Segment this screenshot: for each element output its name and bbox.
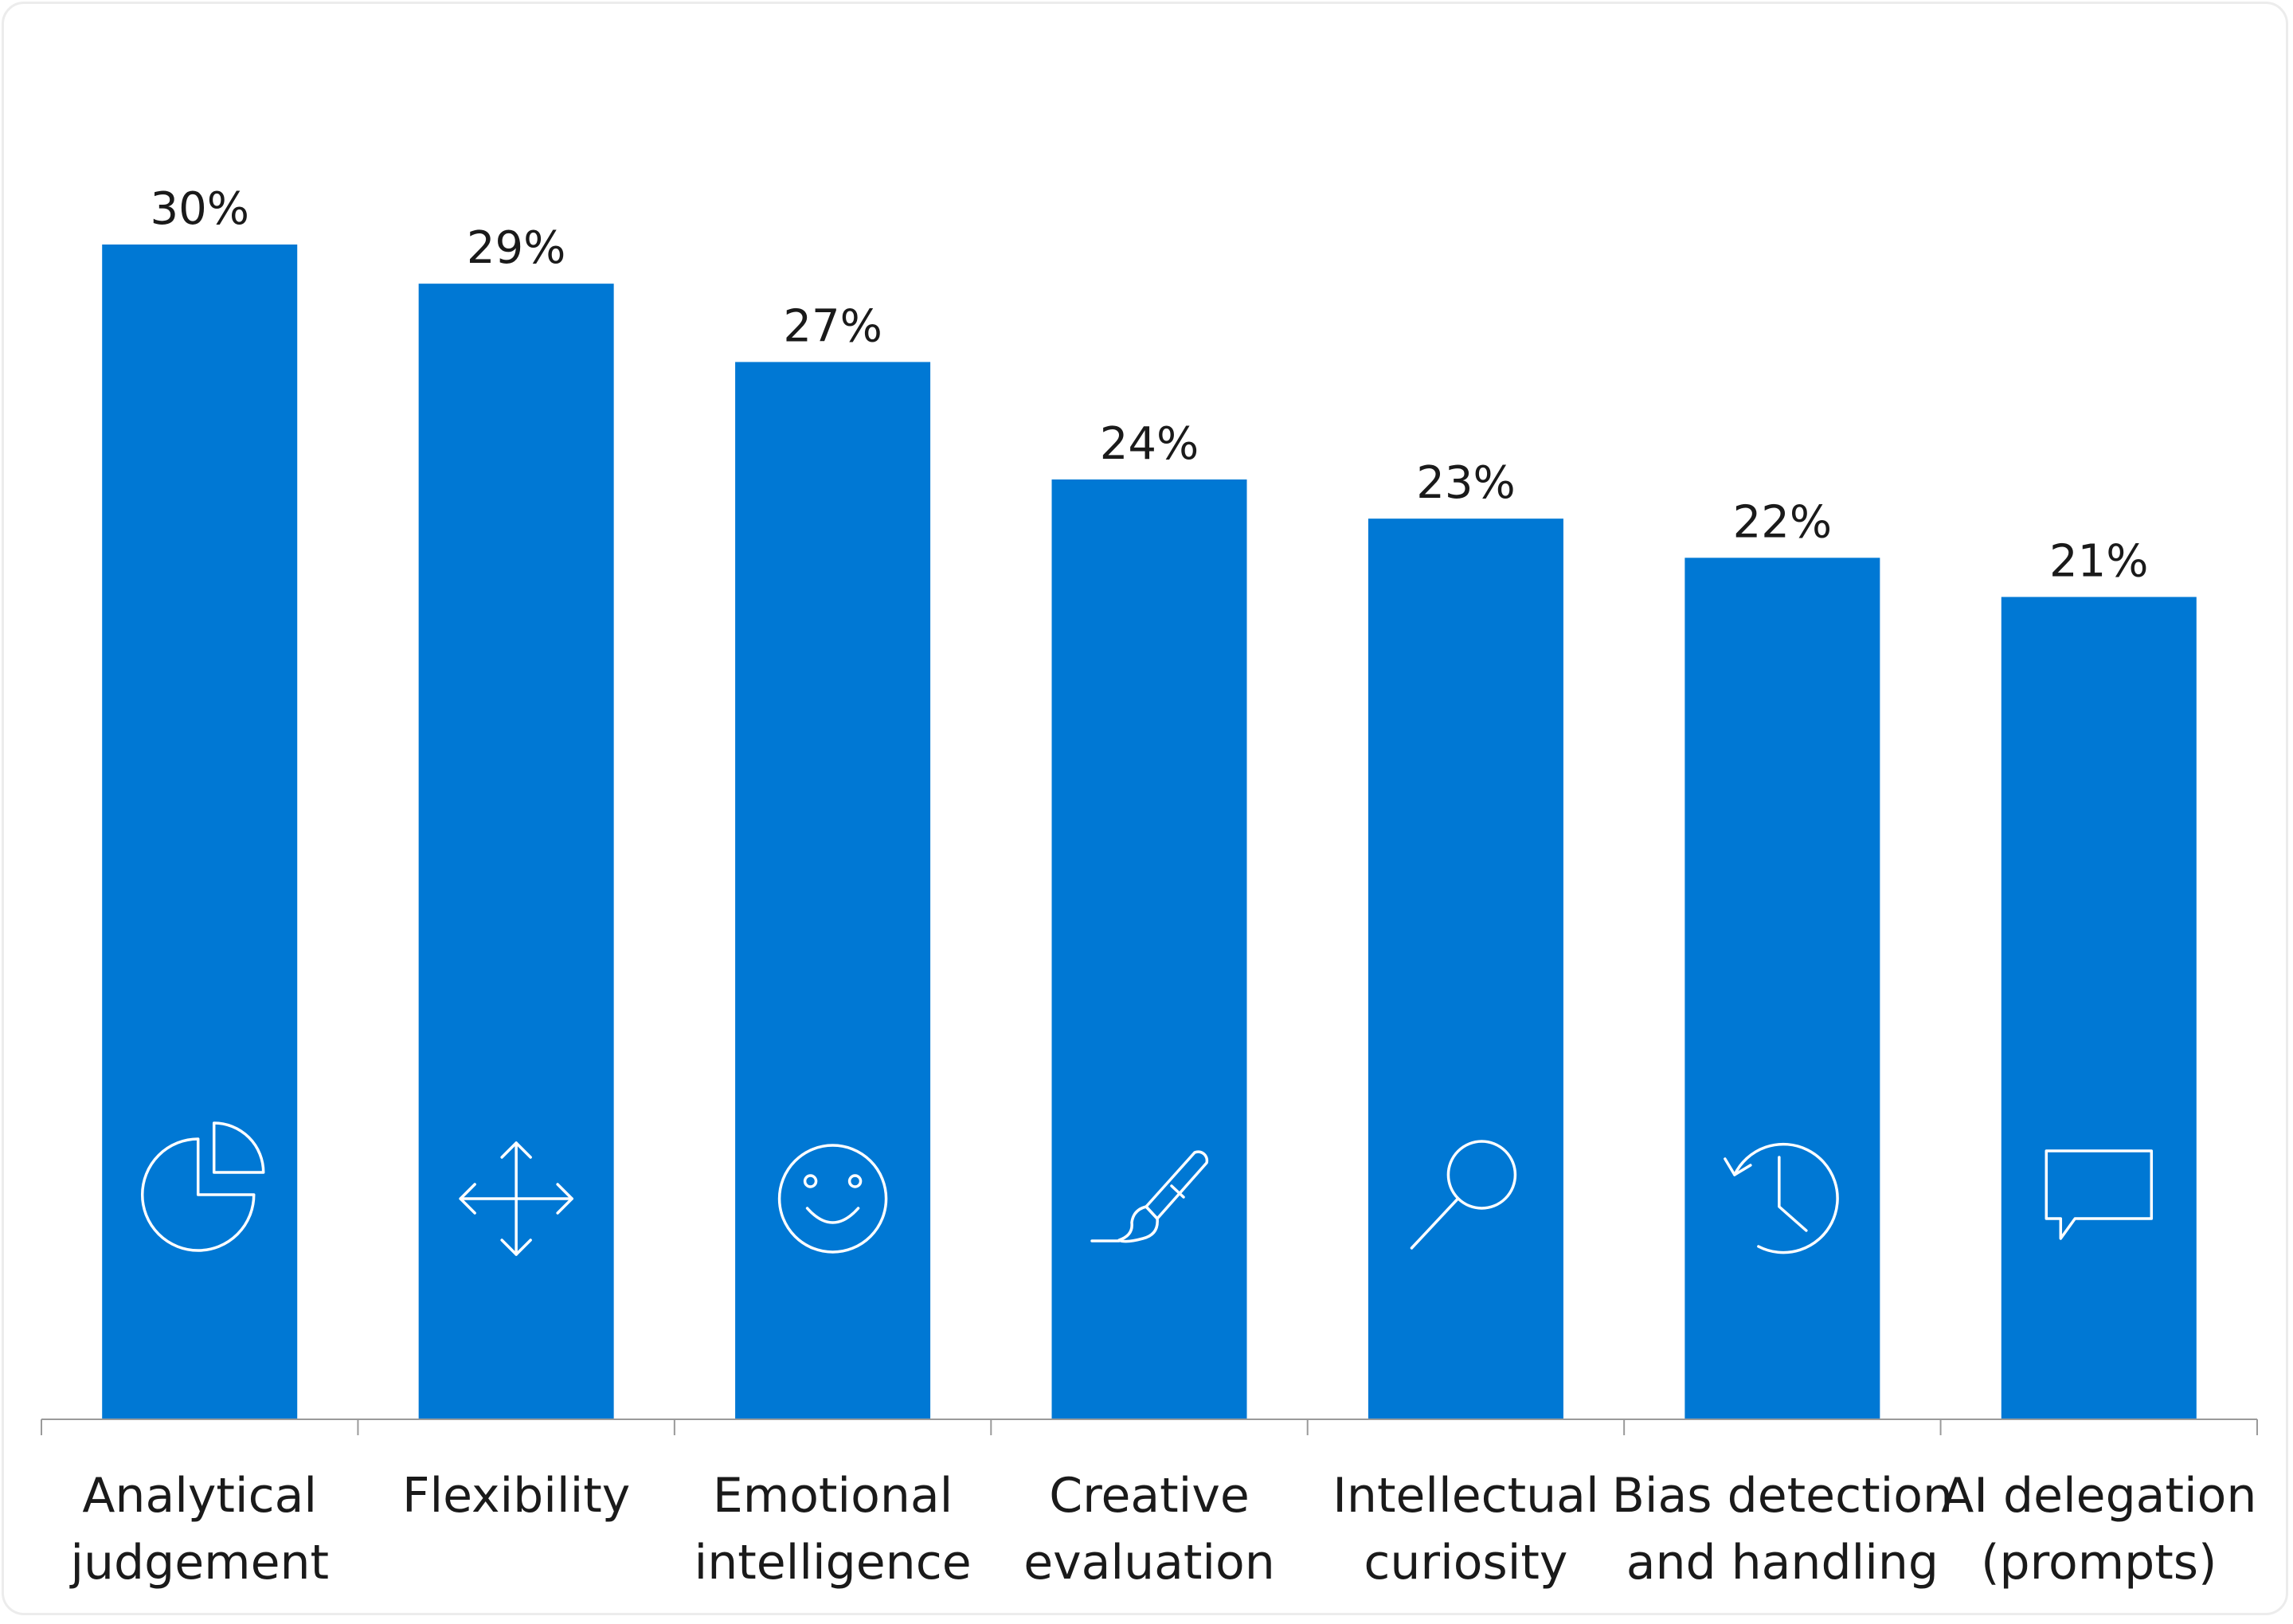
history-clock-icon [1724, 1142, 1839, 1254]
bar-value-label: 24% [1100, 418, 1199, 470]
bar-value-label: 21% [2049, 536, 2148, 588]
bar [102, 245, 298, 1419]
bar-value-label: 22% [1733, 496, 1832, 548]
bar [1051, 479, 1247, 1419]
bar-chart: 30% Analytical judgement 29% Flexibility 27% E… [41, 183, 2258, 1591]
bar [1685, 558, 1880, 1420]
bar-value-label: 23% [1416, 457, 1515, 509]
x-tick-label: Bias detection and handling [1612, 1468, 1953, 1591]
x-tick-label: Emotional intelligence [695, 1468, 972, 1591]
move-arrows-icon [459, 1141, 573, 1256]
x-tick-label: AI delegation (prompts) [1941, 1468, 2256, 1591]
paintbrush-icon [1090, 1150, 1209, 1243]
x-tick-label: Flexibility [402, 1468, 630, 1524]
bar-value-label: 29% [467, 222, 565, 274]
speech-bubble-icon [2045, 1149, 2154, 1240]
x-tick-label: Intellectual curiosity [1332, 1468, 1598, 1591]
pie-chart-icon [140, 1121, 265, 1252]
bar [2001, 597, 2197, 1419]
bar [735, 362, 931, 1419]
magnifier-icon [1410, 1140, 1517, 1250]
bar-value-label: 30% [150, 183, 248, 235]
smiley-face-icon [777, 1144, 888, 1254]
x-tick-label: Creative evaluation [1023, 1468, 1275, 1591]
x-tick-label: Analytical judgement [68, 1468, 329, 1591]
bar [1368, 519, 1563, 1419]
bar-value-label: 27% [783, 301, 882, 353]
